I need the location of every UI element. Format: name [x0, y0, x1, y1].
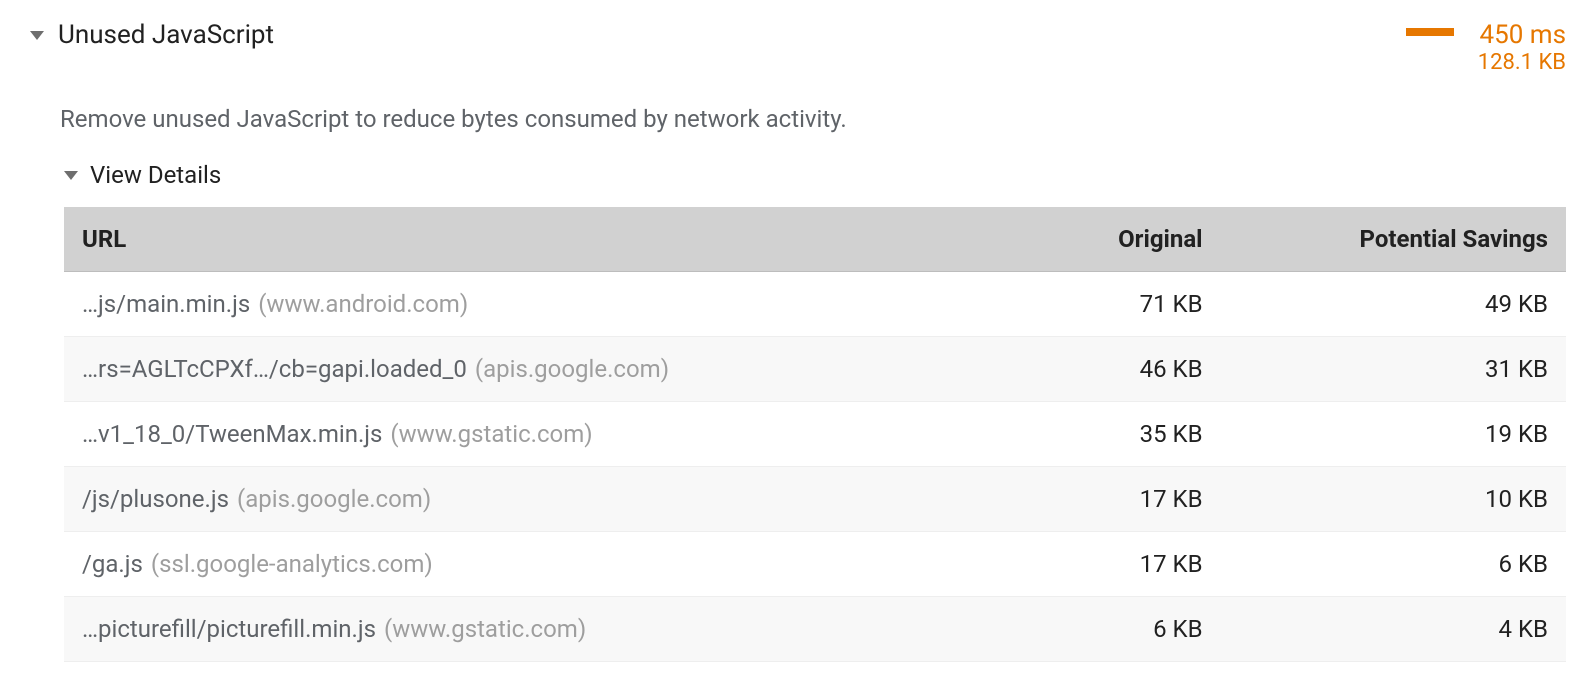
col-header-url: URL — [64, 207, 965, 272]
audit-description: Remove unused JavaScript to reduce bytes… — [60, 105, 1566, 133]
cell-original: 17 KB — [965, 532, 1220, 597]
audit-header: Unused JavaScript 450 ms 128.1 KB — [30, 20, 1566, 75]
details-table: URL Original Potential Savings …js/main.… — [64, 207, 1566, 662]
table-body: …js/main.min.js (www.android.com) 71 KB49 … — [64, 272, 1566, 662]
table-row: …js/main.min.js (www.android.com) 71 KB49 … — [64, 272, 1566, 337]
cell-url: …v1_18_0/TweenMax.min.js (www.gstatic.com… — [64, 402, 965, 467]
url-path[interactable]: /js/plusone.js — [82, 485, 229, 513]
view-details-label: View Details — [90, 161, 221, 189]
col-header-savings: Potential Savings — [1221, 207, 1566, 272]
chevron-down-icon — [30, 31, 44, 40]
audit-header-toggle[interactable]: Unused JavaScript — [30, 20, 274, 50]
cell-savings: 19 KB — [1221, 402, 1566, 467]
cell-original: 17 KB — [965, 467, 1220, 532]
url-domain: (ssl.google-analytics.com) — [151, 550, 433, 578]
cell-savings: 4 KB — [1221, 597, 1566, 662]
cell-savings: 31 KB — [1221, 337, 1566, 402]
url-domain: (www.gstatic.com) — [390, 420, 592, 448]
metrics-block: 450 ms 128.1 KB — [1478, 20, 1566, 75]
url-path[interactable]: …rs=AGLTcCPXf…/cb=gapi.loaded_0 — [82, 355, 467, 383]
metric-size: 128.1 KB — [1478, 50, 1566, 75]
url-path[interactable]: …picturefill/picturefill.min.js — [82, 615, 376, 643]
cell-savings: 49 KB — [1221, 272, 1566, 337]
metric-time: 450 ms — [1478, 20, 1566, 50]
table-row: …rs=AGLTcCPXf…/cb=gapi.loaded_0 (apis.goo… — [64, 337, 1566, 402]
url-path[interactable]: …js/main.min.js — [82, 290, 250, 318]
view-details-toggle[interactable]: View Details — [64, 161, 1566, 189]
cell-url: /js/plusone.js (apis.google.com) — [64, 467, 965, 532]
chevron-down-icon — [64, 171, 78, 180]
col-header-original: Original — [965, 207, 1220, 272]
cell-original: 6 KB — [965, 597, 1220, 662]
cell-url: …rs=AGLTcCPXf…/cb=gapi.loaded_0 (apis.goo… — [64, 337, 965, 402]
table-row: …picturefill/picturefill.min.js (www.gsta… — [64, 597, 1566, 662]
url-domain: (www.android.com) — [258, 290, 468, 318]
table-header-row: URL Original Potential Savings — [64, 207, 1566, 272]
cell-original: 46 KB — [965, 337, 1220, 402]
url-domain: (apis.google.com) — [475, 355, 669, 383]
url-domain: (apis.google.com) — [237, 485, 431, 513]
table-row: /ga.js (ssl.google-analytics.com) 17 KB6 K… — [64, 532, 1566, 597]
cell-original: 71 KB — [965, 272, 1220, 337]
cell-url: …js/main.min.js (www.android.com) — [64, 272, 965, 337]
audit-metrics: 450 ms 128.1 KB — [1406, 20, 1566, 75]
audit-title: Unused JavaScript — [58, 20, 274, 50]
url-path[interactable]: /ga.js — [82, 550, 143, 578]
url-path[interactable]: …v1_18_0/TweenMax.min.js — [82, 420, 382, 448]
cell-url: /ga.js (ssl.google-analytics.com) — [64, 532, 965, 597]
details-table-wrap: URL Original Potential Savings …js/main.… — [64, 207, 1566, 662]
cell-savings: 6 KB — [1221, 532, 1566, 597]
cell-original: 35 KB — [965, 402, 1220, 467]
cell-savings: 10 KB — [1221, 467, 1566, 532]
time-bar-indicator — [1406, 28, 1454, 36]
cell-url: …picturefill/picturefill.min.js (www.gsta… — [64, 597, 965, 662]
table-row: /js/plusone.js (apis.google.com) 17 KB10 K… — [64, 467, 1566, 532]
table-row: …v1_18_0/TweenMax.min.js (www.gstatic.com… — [64, 402, 1566, 467]
url-domain: (www.gstatic.com) — [384, 615, 586, 643]
